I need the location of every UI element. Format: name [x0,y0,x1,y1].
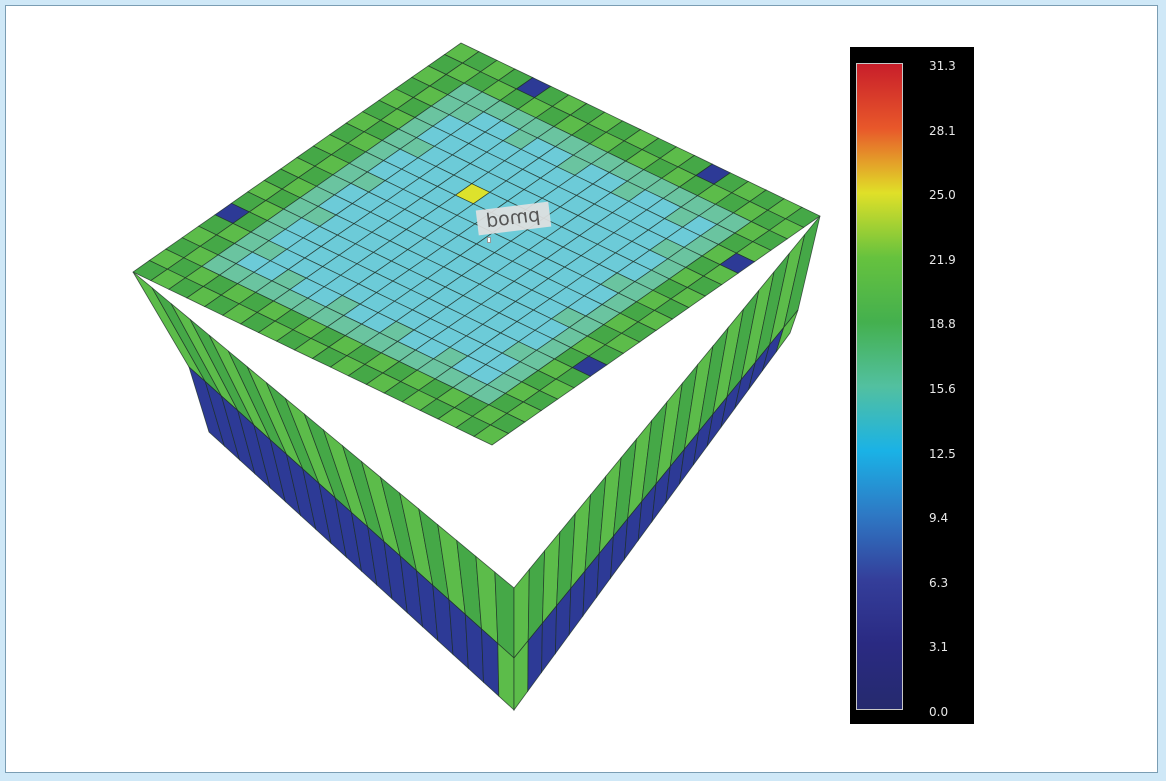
color-legend: 31.3 28.1 25.0 21.9 18.8 15.6 12.5 9.4 6.3 3.1 0.0 [850,47,974,724]
left-face [132,271,515,711]
color-legend-tick-label: 21.9 [929,252,956,267]
color-legend-tick-label: 18.8 [929,317,956,332]
color-legend-tick-label: 3.1 [929,640,949,655]
color-legend-tick-label: 6.3 [929,575,949,590]
color-legend-tick-label: 15.6 [929,382,956,396]
top-cell [473,424,510,446]
color-legend-tick-label: 12.5 [929,446,956,461]
label-pin-icon [487,237,491,243]
color-legend-tick-label: 9.4 [929,511,949,526]
top-face [132,42,821,446]
color-legend-tick-label: 28.1 [929,123,956,138]
color-legend-tick-label: 0.0 [929,705,949,719]
color-legend-gradient [856,63,903,710]
right-face [513,215,821,712]
color-legend-tick-label: 31.3 [929,59,956,73]
side-cell-lower [775,309,799,353]
color-legend-tick-label: 25.0 [929,188,956,203]
